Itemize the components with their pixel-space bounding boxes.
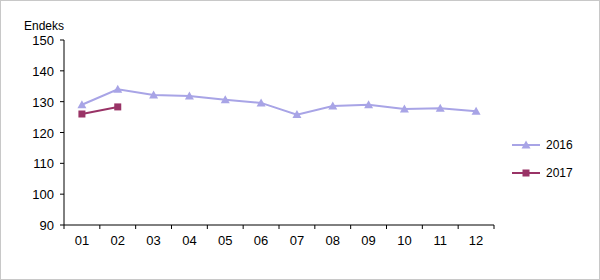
x-tick-mark	[422, 225, 423, 229]
y-tick-mark	[60, 132, 64, 133]
x-tick-mark	[458, 225, 459, 229]
point	[113, 85, 122, 93]
y-tick-label: 110	[33, 156, 54, 171]
x-tick-label: 03	[146, 233, 160, 248]
point	[472, 107, 481, 115]
x-tick-label: 09	[361, 233, 375, 248]
y-tick-label: 140	[32, 64, 54, 79]
x-tick-label: 11	[434, 233, 448, 248]
y-tick-mark	[60, 101, 64, 102]
point	[149, 90, 158, 98]
y-label: Endeks	[24, 19, 64, 33]
y-tick-mark	[60, 163, 64, 164]
x-tick-mark	[494, 225, 495, 229]
x-tick-label: 08	[326, 233, 340, 248]
point	[292, 110, 301, 118]
x-tick-label: 04	[182, 233, 196, 248]
x-tick-mark	[207, 225, 208, 229]
point	[221, 95, 230, 103]
x-tick-mark	[171, 225, 172, 229]
point	[436, 104, 445, 112]
y-tick-label: 130	[32, 95, 54, 110]
point	[78, 111, 85, 118]
legend-marker	[522, 141, 531, 149]
point	[364, 100, 373, 108]
y-tick-mark	[60, 40, 64, 41]
x-tick-label: 10	[397, 233, 411, 248]
x-tick-label: 06	[254, 233, 268, 248]
y-tick-label: 100	[32, 187, 54, 202]
y-tick-label: 150	[32, 33, 54, 48]
point	[185, 92, 194, 100]
x-tick-mark	[350, 225, 351, 229]
x-tick-mark	[64, 225, 65, 229]
x-tick-label: 05	[218, 233, 232, 248]
x-tick-mark	[135, 225, 136, 229]
legend-marker	[523, 170, 530, 177]
x-tick-mark	[99, 225, 100, 229]
point	[328, 101, 337, 109]
y-tick-mark	[60, 70, 64, 71]
point	[77, 100, 86, 108]
chart-svg: Endeks 90 100 110 120 130 140 150 01 02 03 04 05 06 07…	[0, 0, 600, 280]
plot-area	[77, 85, 480, 118]
y-tick-mark	[60, 194, 64, 195]
point	[400, 105, 409, 113]
series-line	[82, 107, 118, 114]
y-tick-label: 90	[40, 218, 54, 233]
y-tick-mark	[60, 225, 64, 226]
x-tick-label: 02	[111, 233, 125, 248]
x-tick-label: 01	[75, 233, 89, 248]
series-line	[82, 89, 476, 114]
point	[114, 103, 121, 110]
chart-root: Endeks 90 100 110 120 130 140 150 01 02 03 04 05 06 07…	[0, 0, 600, 280]
x-tick-mark	[386, 225, 387, 229]
x-tick-mark	[243, 225, 244, 229]
legend-item: 2017	[512, 166, 573, 180]
y-tick-label: 120	[32, 126, 54, 141]
legend-item: 2016	[512, 138, 573, 152]
x-tick-mark	[314, 225, 315, 229]
frame	[1, 1, 600, 280]
x-tick-label: 12	[469, 233, 483, 248]
legend-label: 2017	[546, 166, 573, 180]
legend-label: 2016	[546, 138, 573, 152]
point	[257, 98, 266, 106]
x-tick-mark	[279, 225, 280, 229]
x-tick-label: 07	[290, 233, 304, 248]
